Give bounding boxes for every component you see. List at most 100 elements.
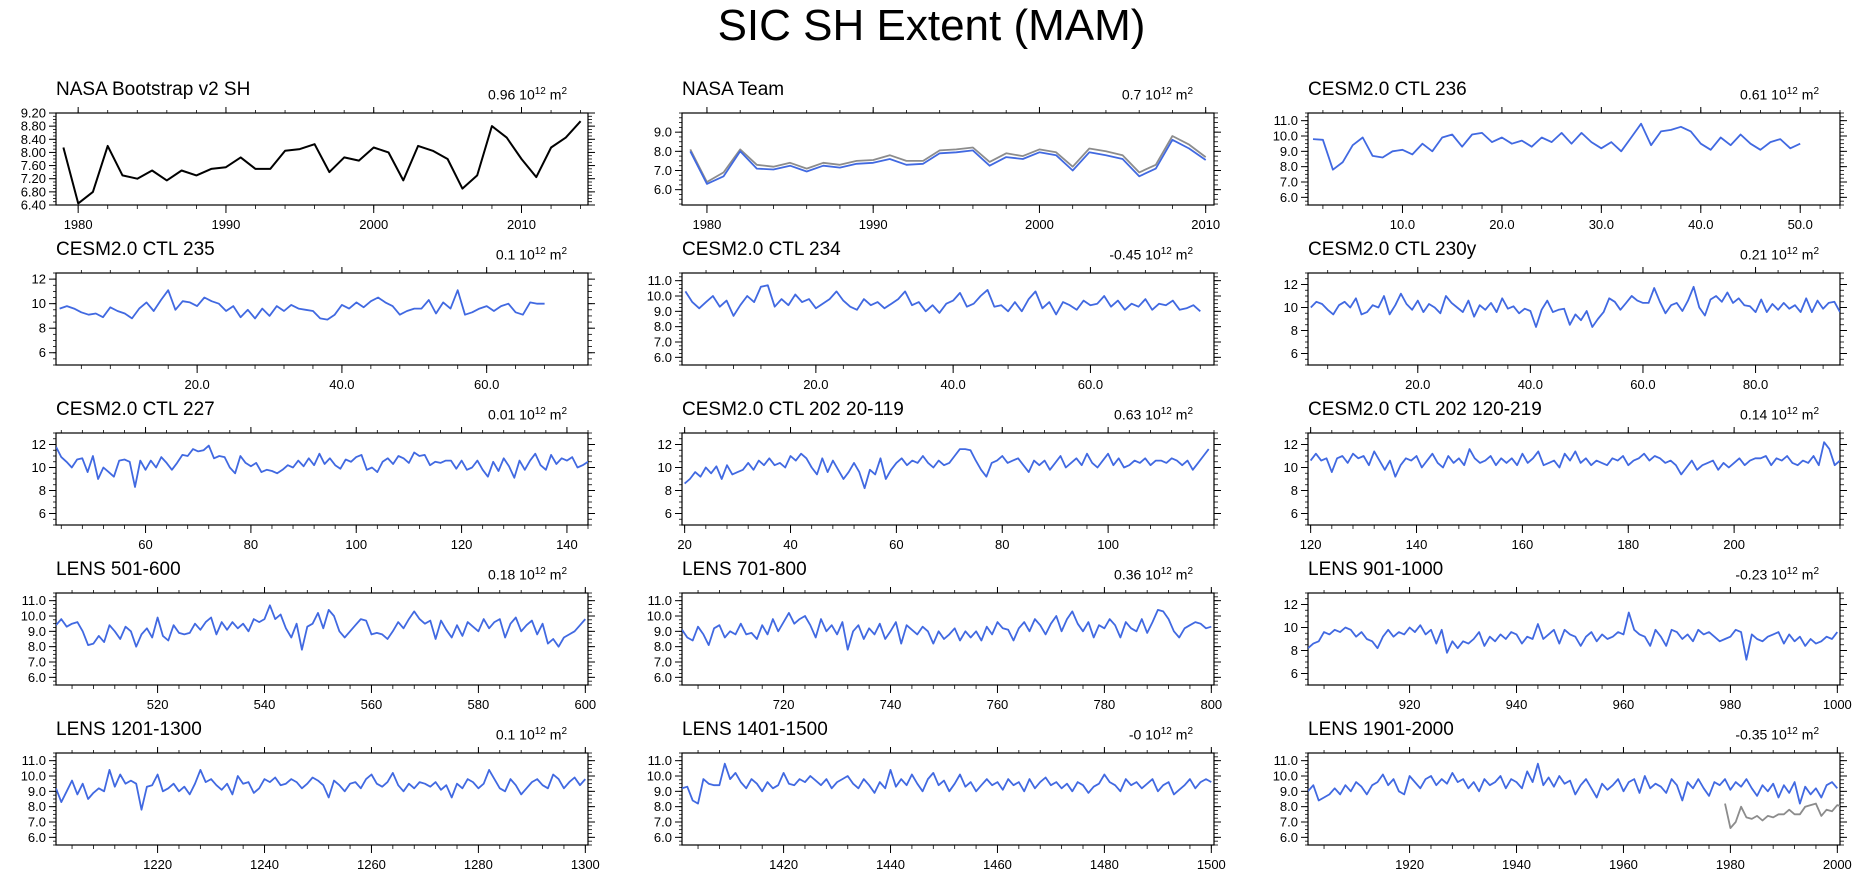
series-line-ctl-202-120-219 xyxy=(1309,441,1840,478)
y-tick-label: 9.0 xyxy=(654,784,672,799)
x-tick-label: 10.0 xyxy=(1390,217,1415,232)
series-line-nasa-team-gray xyxy=(689,135,1207,183)
trend-unit-exp2: 2 xyxy=(561,726,567,737)
chart-panel-cesm2-0-ctl-234: CESM2.0 CTL 234 -0.45 1012 m2 6.0 7.0 8.0 9.0… xyxy=(626,239,1221,392)
chart-panel-cesm2-0-ctl-202-120-219: CESM2.0 CTL 202 120-219 0.14 1012 m2 6 8 10 1… xyxy=(1252,399,1847,552)
y-tick-label: 11.0 xyxy=(1274,113,1298,128)
line-chart: 6.406.807.207.608.008.408.809.20 1980 1990… xyxy=(21,106,595,232)
y-tick-label: 8.0 xyxy=(654,144,672,159)
trend-unit-suffix: m xyxy=(1175,566,1188,583)
panel-title: CESM2.0 CTL 202 20-119 xyxy=(682,399,904,420)
x-tick-label: 80.0 xyxy=(1743,377,1768,392)
y-tick-label: 7.60 xyxy=(21,158,46,173)
trend-unit-exp: 12 xyxy=(1786,86,1798,97)
x-tick-label: 1980 xyxy=(1716,857,1745,872)
trend-label: 0.1 1012 m2 xyxy=(496,723,567,744)
panel-title: CESM2.0 CTL 234 xyxy=(682,239,841,260)
plot-frame xyxy=(1307,752,1841,846)
trend-unit-base: 10 xyxy=(1145,406,1161,423)
series-line-lens-1901-2000 xyxy=(1308,762,1838,805)
plot-frame xyxy=(1307,112,1841,206)
trend-label: -0.45 1012 m2 xyxy=(1109,243,1193,264)
y-tick-label: 10 xyxy=(1284,620,1298,635)
x-tick-label: 1500 xyxy=(1197,857,1226,872)
panel-title: LENS 701-800 xyxy=(682,559,807,580)
chart-panel-lens-1401-1500: LENS 1401-1500 -0 1012 m2 6.0 7.0 8.0 9.0 10.0… xyxy=(626,719,1226,872)
chart-panel-cesm2-0-ctl-227: CESM2.0 CTL 227 0.01 1012 m2 6 8 10 12 60 80 100… xyxy=(0,399,595,552)
trend-unit-exp: 12 xyxy=(1160,86,1172,97)
series-line-lens-1401-1500 xyxy=(682,762,1212,805)
y-tick-label: 6 xyxy=(39,345,46,360)
trend-label: 0.61 1012 m2 xyxy=(1740,83,1819,104)
x-tick-label: 520 xyxy=(147,697,169,712)
trend-unit-base: 10 xyxy=(1145,246,1161,263)
y-tick-label: 6.80 xyxy=(21,184,46,199)
trend-label: -0.35 1012 m2 xyxy=(1735,723,1819,744)
y-tick-label: 7.0 xyxy=(654,815,672,830)
y-tick-label: 6 xyxy=(39,506,46,521)
trend-unit-suffix: m xyxy=(549,406,562,423)
x-tick-label: 1460 xyxy=(983,857,1012,872)
chart-panel-lens-1901-2000: LENS 1901-2000 -0.35 1012 m2 6.0 7.0 8.0 9.0 1… xyxy=(1252,719,1852,872)
chart-panel-lens-701-800: LENS 701-800 0.36 1012 m2 6.0 7.0 8.0 9.0 10.0… xyxy=(626,559,1222,712)
plot-frame xyxy=(55,272,589,366)
y-tick-label: 10.0 xyxy=(1273,769,1298,784)
x-tick-label: 140 xyxy=(556,537,578,552)
trend-unit-exp: 12 xyxy=(1160,406,1172,417)
chart-panel-cesm2-0-ctl-235: CESM2.0 CTL 235 0.1 1012 m2 6 8 10 12 20.0 40.0… xyxy=(0,239,595,392)
trend-unit-suffix: m xyxy=(1801,406,1814,423)
trend-unit-exp: 12 xyxy=(534,726,546,737)
panel-title: NASA Bootstrap v2 SH xyxy=(56,79,251,100)
trend-unit-exp2: 2 xyxy=(1187,726,1193,737)
line-chart: 6 8 10 12 20.0 40.0 60.0 80.0 xyxy=(1284,267,1847,392)
trend-label: 0.14 1012 m2 xyxy=(1740,403,1819,424)
trend-value: 0.36 xyxy=(1114,566,1142,583)
y-tick-label: 7.0 xyxy=(654,655,672,670)
x-tick-label: 80 xyxy=(995,537,1009,552)
trend-label: 0.18 1012 m2 xyxy=(488,563,567,584)
trend-unit-exp2: 2 xyxy=(1187,406,1193,417)
trend-label: 0.01 1012 m2 xyxy=(488,403,567,424)
y-tick-label: 7.0 xyxy=(1280,175,1298,190)
series-line-nasa-bootstrap xyxy=(62,120,582,205)
x-tick-label: 2010 xyxy=(507,217,536,232)
trend-unit-exp2: 2 xyxy=(1813,86,1819,97)
x-tick-label: 20.0 xyxy=(1405,377,1430,392)
panel-title: LENS 1901-2000 xyxy=(1308,719,1454,740)
y-tick-label: 7.0 xyxy=(1280,815,1298,830)
x-tick-label: 60 xyxy=(138,537,152,552)
trend-unit-exp2: 2 xyxy=(1813,406,1819,417)
y-tick-label: 9.0 xyxy=(1280,144,1298,159)
trend-unit-base: 10 xyxy=(1145,566,1161,583)
y-tick-label: 12 xyxy=(32,272,46,287)
series-line-lens-1201-1300 xyxy=(56,769,586,811)
x-tick-label: 940 xyxy=(1506,697,1528,712)
x-tick-label: 760 xyxy=(987,697,1009,712)
y-tick-label: 6.0 xyxy=(654,670,672,685)
y-tick-label: 10 xyxy=(1284,300,1298,315)
panel-title: NASA Team xyxy=(682,79,785,100)
y-tick-label: 10.0 xyxy=(21,609,46,624)
trend-unit-suffix: m xyxy=(1801,566,1814,583)
y-tick-label: 8.40 xyxy=(21,132,46,147)
y-tick-label: 8.00 xyxy=(21,145,46,160)
x-tick-label: 30.0 xyxy=(1589,217,1614,232)
x-tick-label: 1980 xyxy=(692,217,721,232)
x-tick-label: 1990 xyxy=(859,217,888,232)
trend-unit-exp2: 2 xyxy=(561,566,567,577)
chart-panel-nasa-bootstrap-v2-sh: NASA Bootstrap v2 SH 0.96 1012 m2 6.40 6.80… xyxy=(0,79,595,232)
x-tick-label: 100 xyxy=(1097,537,1119,552)
trend-unit-base: 10 xyxy=(1771,406,1787,423)
y-tick-label: 6.0 xyxy=(654,350,672,365)
x-tick-label: 120 xyxy=(451,537,473,552)
x-tick-label: 980 xyxy=(1720,697,1742,712)
y-tick-label: 10 xyxy=(1284,460,1298,475)
trend-unit-exp: 12 xyxy=(1160,726,1172,737)
panel-title: CESM2.0 CTL 235 xyxy=(56,239,215,260)
y-tick-label: 7.20 xyxy=(21,171,46,186)
plot-frame xyxy=(1307,432,1841,526)
trend-value: 0.1 xyxy=(495,726,516,743)
trend-value: 0.1 xyxy=(495,246,516,263)
y-tick-label: 12 xyxy=(1284,277,1298,292)
x-tick-label: 920 xyxy=(1399,697,1421,712)
